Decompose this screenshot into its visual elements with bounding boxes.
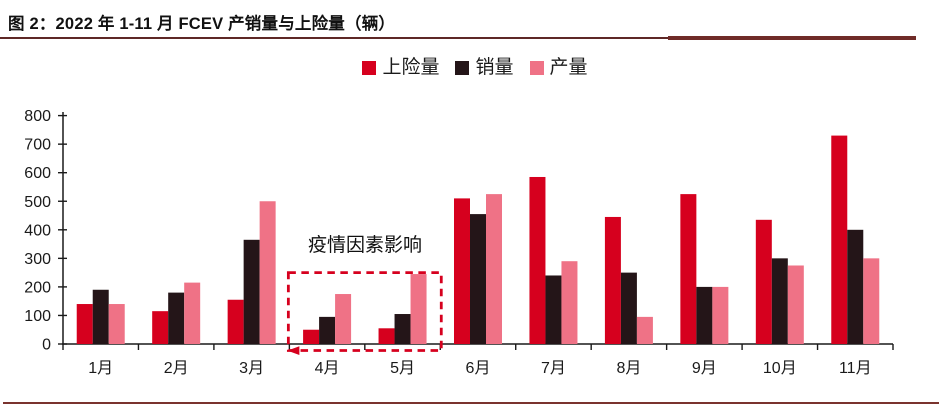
bar-上险量-1月 [76, 304, 93, 344]
bar-销量-9月 [696, 286, 713, 344]
bar-上险量-10月 [755, 219, 772, 344]
y-axis-label: 100 [24, 308, 51, 325]
legend-label: 销量 [475, 57, 514, 78]
bar-产量-2月 [184, 282, 201, 344]
bar-上险量-11月 [831, 135, 848, 344]
y-axis-label: 200 [24, 279, 51, 296]
x-axis-label: 8月 [616, 360, 641, 377]
y-axis-label: 700 [24, 137, 51, 154]
figure-title: 图 2：2022 年 1-11 月 FCEV 产销量与上险量（辆） [8, 15, 396, 33]
bar-产量-3月 [259, 201, 276, 344]
x-axis-label: 11月 [839, 360, 872, 377]
bar-产量-9月 [712, 286, 729, 344]
dashed-box-arrowhead [287, 346, 300, 355]
x-axis-label: 6月 [466, 360, 491, 377]
bar-产量-8月 [636, 316, 653, 344]
y-axis-label: 800 [24, 108, 51, 125]
bar-销量-6月 [470, 214, 486, 344]
x-axis-label: 7月 [541, 360, 566, 377]
bar-销量-10月 [771, 258, 788, 344]
legend-swatch-icon [455, 60, 470, 75]
bar-上险量-6月 [454, 198, 470, 344]
bar-上险量-2月 [152, 311, 169, 344]
bar-销量-5月 [394, 314, 411, 344]
title-underline-thin [0, 37, 672, 39]
bar-销量-3月 [243, 239, 260, 344]
bar-上险量-5月 [378, 328, 395, 344]
footer-rule [3, 402, 939, 404]
bar-产量-6月 [486, 194, 502, 344]
x-axis-label: 2月 [164, 360, 189, 377]
bar-销量-11月 [847, 229, 864, 344]
x-axis-label: 1月 [88, 360, 113, 377]
legend-item-shangxianliang: 上险量 [362, 58, 439, 77]
covid-impact-annotation: 疫情因素影响 [307, 235, 423, 256]
x-axis-label: 3月 [239, 360, 264, 377]
bar-销量-7月 [545, 275, 562, 344]
y-axis-label: 600 [24, 165, 51, 182]
bar-产量-11月 [863, 258, 880, 344]
bar-产量-5月 [410, 274, 427, 344]
bar-销量-2月 [168, 292, 185, 344]
x-axis-label: 4月 [315, 360, 340, 377]
bar-产量-7月 [561, 261, 578, 344]
bar-上险量-7月 [529, 176, 546, 344]
y-axis-label: 400 [24, 222, 51, 239]
x-axis-label: 5月 [390, 360, 415, 377]
bar-上险量-4月 [303, 329, 320, 344]
x-axis-label: 10月 [763, 360, 797, 377]
legend-label: 产量 [549, 57, 588, 78]
legend-item-chanliang: 产量 [529, 57, 588, 78]
legend-label: 上险量 [382, 57, 440, 78]
covid-impact-dashed-box [286, 271, 443, 352]
legend-item-xiaoliang: 销量 [455, 57, 514, 78]
y-axis-label: 300 [24, 251, 51, 268]
bar-产量-10月 [787, 265, 804, 344]
legend-swatch-icon [529, 60, 544, 75]
bar-产量-4月 [335, 294, 352, 344]
chart-legend: 上险量 销量 产量 [0, 58, 950, 77]
y-axis-label: 0 [42, 337, 51, 354]
bar-产量-1月 [108, 304, 125, 344]
bar-销量-1月 [92, 289, 109, 344]
bar-销量-4月 [319, 316, 336, 344]
bar-销量-8月 [620, 272, 637, 344]
bar-上险量-3月 [227, 299, 244, 344]
x-axis-label: 9月 [692, 360, 717, 377]
bar-上险量-9月 [680, 194, 697, 344]
y-axis-label: 500 [24, 194, 51, 211]
legend-swatch-icon [362, 60, 377, 75]
title-underline-accent [668, 36, 916, 40]
bar-上险量-8月 [604, 216, 621, 344]
